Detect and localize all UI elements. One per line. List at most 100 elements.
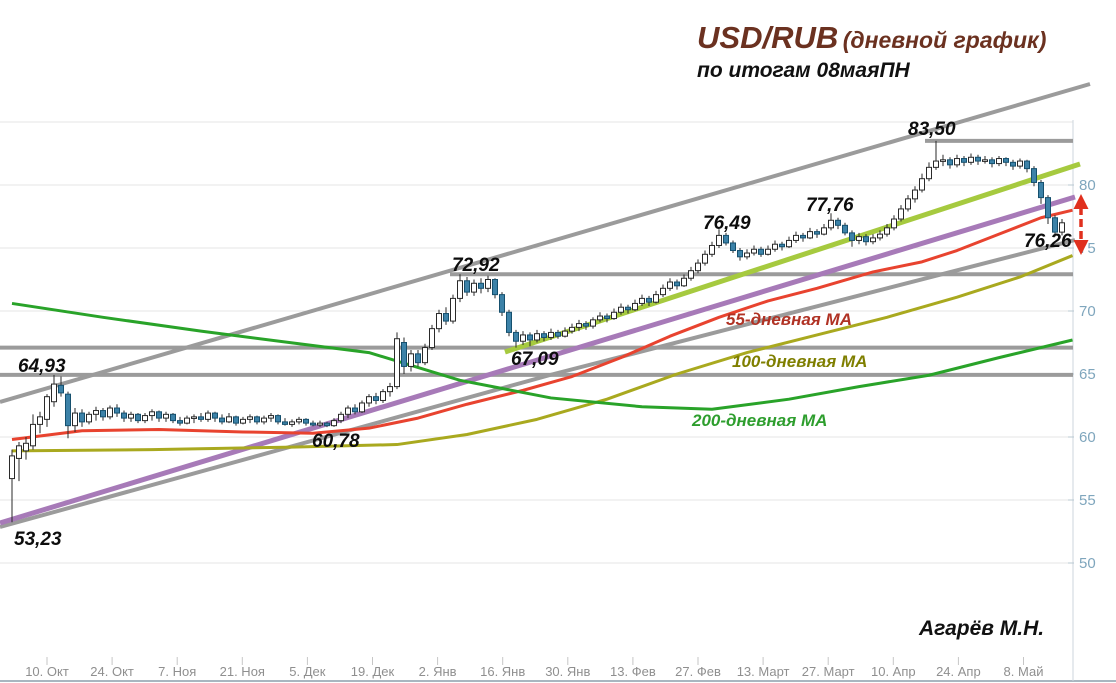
candle-body — [660, 287, 666, 296]
candle-body — [16, 445, 22, 459]
candle-body — [611, 311, 617, 320]
candle-body — [240, 418, 246, 424]
candle-body — [58, 384, 64, 394]
candle-body — [212, 412, 218, 419]
candle-body — [730, 242, 736, 252]
x-tick-label: 10. Окт — [25, 664, 69, 679]
candle-body — [471, 282, 477, 293]
candle-body — [289, 421, 295, 425]
candle-body — [982, 159, 988, 162]
x-tick-label: 8. Май — [1004, 664, 1044, 679]
candle-body — [569, 326, 575, 332]
green-support-trendline — [504, 161, 1081, 355]
candle-body — [863, 236, 869, 243]
ma-line-100 — [11, 254, 1074, 453]
candle-body — [380, 391, 386, 401]
arrow-head-down — [1073, 240, 1089, 255]
candle-body — [121, 412, 127, 419]
candle-body — [359, 402, 365, 413]
candle-body — [765, 248, 771, 255]
chart-title-symbol: USD/RUB — [697, 20, 838, 55]
candle-body — [156, 411, 162, 419]
candle-body — [317, 422, 323, 426]
price-annotation: 77,76 — [806, 195, 854, 216]
candle-body — [954, 158, 960, 166]
candle-body — [884, 227, 890, 235]
y-tick-label: 80 — [1079, 177, 1096, 194]
x-tick-label: 13. Фев — [610, 664, 656, 679]
candle-body — [1052, 217, 1058, 233]
candle-body — [597, 315, 603, 321]
price-annotation: 76,26 — [1024, 231, 1072, 252]
candle-body — [296, 418, 302, 423]
candle-body — [1017, 160, 1023, 167]
candle-body — [1059, 222, 1065, 233]
candle-body — [527, 334, 533, 341]
candle-body — [751, 248, 757, 254]
x-tick-label: 16. Янв — [480, 664, 525, 679]
candle-body — [198, 416, 204, 420]
candle-body — [401, 342, 407, 367]
trendlines — [0, 82, 1091, 529]
candle-body — [947, 159, 953, 166]
candle-body — [681, 277, 687, 287]
candle-body — [464, 280, 470, 293]
ma-55-label: 55-дневная МА — [726, 310, 852, 329]
range-arrow — [1073, 194, 1089, 255]
candle-body — [870, 237, 876, 243]
candle-body — [219, 417, 225, 423]
chart-title: USD/RUB (дневной график) — [697, 20, 1046, 55]
candle-body — [716, 234, 722, 246]
candle-body — [926, 166, 932, 180]
candle-body — [51, 383, 57, 403]
candle-body — [142, 415, 148, 422]
candle-body — [1003, 158, 1009, 163]
candle-body — [373, 396, 379, 401]
price-annotation: 60,78 — [312, 431, 360, 452]
candle-body — [100, 410, 106, 418]
x-tick-label: 27. Март — [802, 664, 855, 679]
candle-body — [842, 224, 848, 234]
candle-body — [79, 412, 85, 423]
candle-body — [338, 413, 344, 422]
candle-body — [1010, 161, 1016, 167]
candle-body — [800, 234, 806, 239]
candle-body — [625, 306, 631, 311]
candle-body — [429, 328, 435, 349]
candle-body — [415, 353, 421, 364]
candle-body — [268, 415, 274, 419]
x-tick-label: 13. Март — [737, 664, 790, 679]
candle-body — [940, 159, 946, 162]
candle-body — [72, 412, 78, 427]
candle-body — [408, 353, 414, 367]
arrow-head-up — [1073, 194, 1089, 209]
candle-body — [891, 218, 897, 229]
candle-body — [205, 412, 211, 420]
candle-body — [814, 231, 820, 235]
candle-body — [779, 243, 785, 248]
x-tick-label: 19. Дек — [351, 664, 395, 679]
author-signature: Агарёв М.Н. — [918, 617, 1044, 640]
candle-body — [548, 331, 554, 338]
candle-body — [877, 233, 883, 239]
x-tick-label: 27. Фев — [675, 664, 721, 679]
candle-body — [744, 252, 750, 258]
upper-channel-trendline — [0, 82, 1091, 404]
candle-body — [856, 236, 862, 241]
y-tick-label: 65 — [1079, 366, 1096, 383]
candle-body — [912, 189, 918, 200]
candle-body — [583, 323, 589, 327]
candle-body — [170, 413, 176, 422]
candle-body — [618, 306, 624, 313]
candle-body — [835, 219, 841, 226]
axes: 10. Окт 24. Окт 7. Ноя 21. Ноя 5. Дек 19. Дек… — [0, 120, 1116, 682]
x-tick-label: 21. Ноя — [220, 664, 265, 679]
candle-body — [541, 333, 547, 338]
candle-body — [23, 442, 29, 452]
candle-body — [184, 417, 190, 424]
candle-body — [9, 455, 15, 480]
moving-average-lines — [11, 208, 1074, 453]
ma-line-200 — [11, 301, 1073, 411]
candle-body — [1031, 168, 1037, 183]
x-tick-label: 24. Окт — [90, 664, 134, 679]
